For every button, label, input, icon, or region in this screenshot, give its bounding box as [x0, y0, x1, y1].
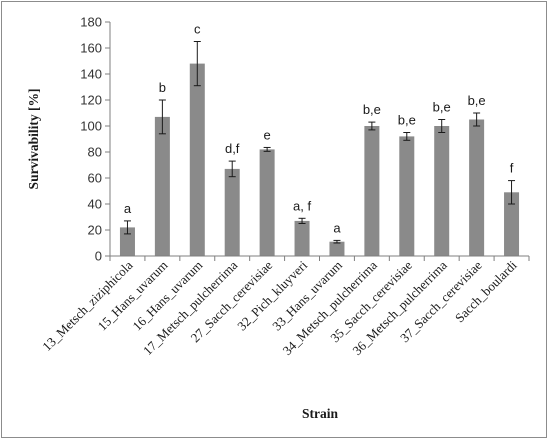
x-axis-title: Strain [302, 406, 338, 421]
y-tick-label: 120 [80, 93, 102, 108]
y-tick-label: 40 [88, 197, 102, 212]
y-axis: 0 20 40 60 80 100 120 140 160 180 [80, 15, 111, 264]
significance-letter: f [510, 161, 514, 176]
significance-letter: b,e [363, 102, 381, 117]
y-tick-label: 20 [88, 223, 102, 238]
bar [399, 136, 415, 256]
bar [434, 126, 450, 256]
y-tick-label: 140 [80, 67, 102, 82]
significance-letter: b,e [433, 100, 451, 115]
x-axis: 13_Metsch_ziziphicola15_Hans_uvarum16_Ha… [39, 255, 530, 358]
bar [119, 227, 135, 256]
x-category-label: Sacch_boulardi [452, 257, 520, 325]
y-tick-label: 160 [80, 41, 102, 56]
significance-letter: d,f [225, 141, 240, 156]
bar [504, 192, 520, 256]
y-axis-title: Survivability [%] [26, 89, 41, 190]
significance-letter: a, f [293, 198, 311, 213]
significance-letter: b [159, 80, 166, 95]
chart-frame: 0 20 40 60 80 100 120 140 160 180 a b c d,f e a, f a b,e… [1, 1, 547, 438]
y-tick-label: 60 [88, 171, 102, 186]
bar [469, 119, 485, 256]
significance-letter: b,e [398, 113, 416, 128]
y-tick-label: 100 [80, 119, 102, 134]
bar [294, 220, 310, 256]
error-bars [123, 41, 516, 244]
y-tick-label: 180 [80, 15, 102, 30]
significance-letter: b,e [468, 93, 486, 108]
bar [224, 168, 240, 256]
bar [329, 241, 345, 256]
y-tick-label: 80 [88, 145, 102, 160]
significance-letter: c [194, 22, 201, 37]
bar [364, 126, 380, 256]
bar [259, 149, 275, 256]
y-tick-label: 0 [95, 249, 102, 264]
bars [119, 63, 520, 257]
significance-letter: e [264, 127, 271, 142]
bar [154, 116, 170, 257]
significance-labels: a b c d,f e a, f a b,e b,e b,e b,e f [124, 22, 514, 236]
bar [189, 63, 205, 256]
significance-letter: a [333, 220, 341, 235]
significance-letter: a [124, 201, 132, 216]
